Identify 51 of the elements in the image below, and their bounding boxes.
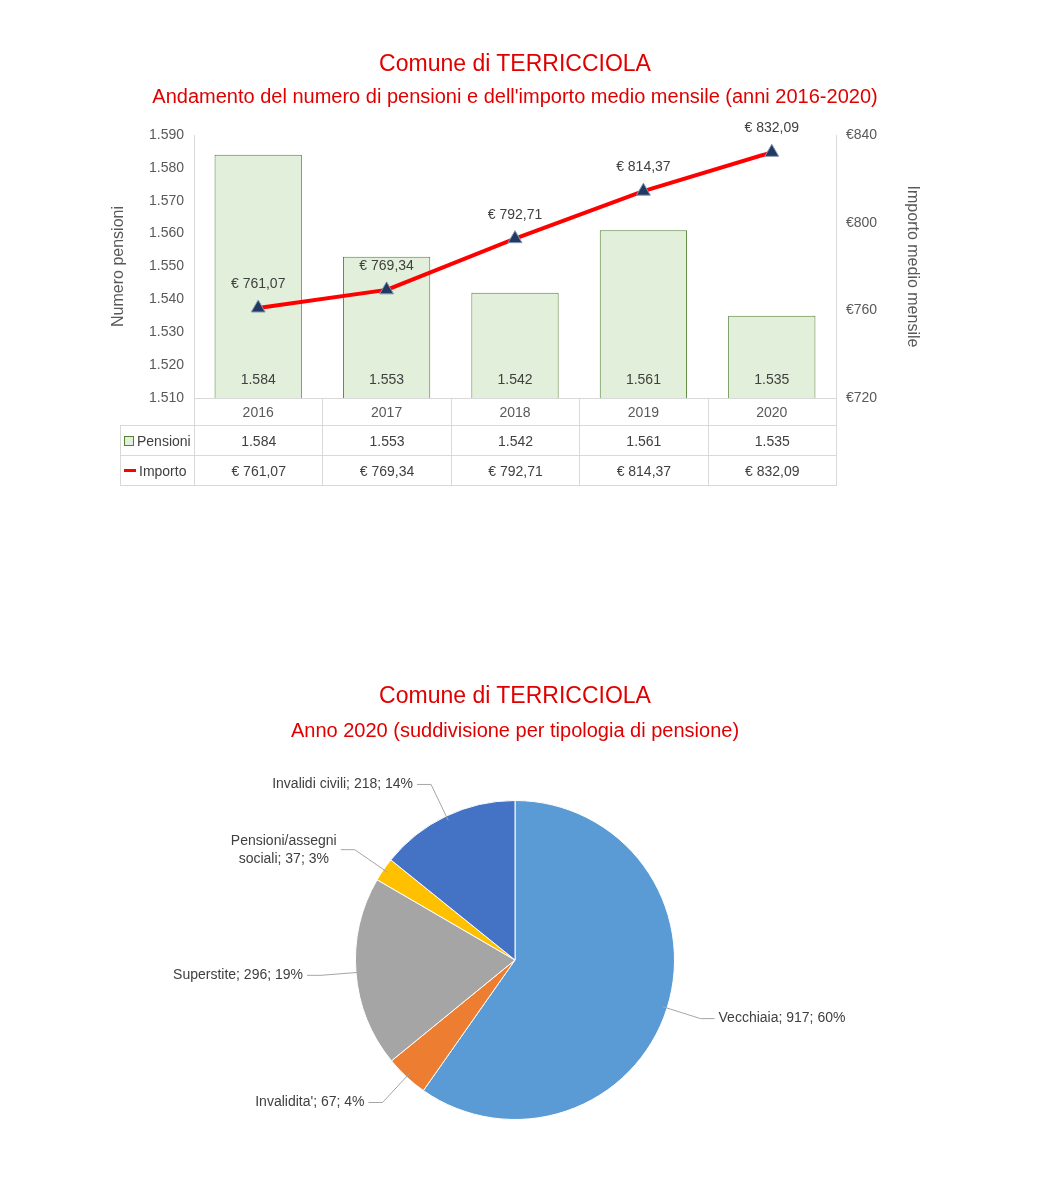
y-tick-label: 1.540 — [148, 290, 185, 307]
data-label: 1.561 — [626, 432, 662, 449]
y-tick-label: 1.590 — [148, 125, 185, 142]
chart-title: Comune di TERRICCIOLA — [379, 682, 651, 710]
text: 1.542 — [497, 370, 533, 387]
y-tick-label: 1.510 — [148, 388, 185, 405]
slice-label: Vecchiaia; 917; 60% — [718, 1009, 846, 1026]
text: € 761,07 — [230, 274, 286, 291]
y2-tick-label: €840 — [846, 125, 878, 142]
text: € 769,34 — [359, 256, 414, 273]
slice-label: Invalidita'; 67; 4% — [255, 1093, 365, 1110]
data-label: € 792,71 — [488, 462, 543, 479]
text: 1.561 — [625, 370, 661, 387]
y2-tick-label: €720 — [846, 388, 878, 405]
x-tick-label: 2016 — [242, 404, 274, 421]
data-label: € 832,09 — [745, 462, 800, 479]
y2-tick-label: €800 — [846, 213, 878, 230]
y-tick-label: 1.520 — [148, 355, 185, 372]
data-label: € 769,34 — [359, 462, 415, 479]
y2-axis-title: Importo medio mensile — [904, 185, 922, 348]
y-tick-label: 1.580 — [148, 158, 185, 175]
data-label: € 814,37 — [616, 462, 672, 479]
text: 1.553 — [369, 370, 405, 387]
x-tick-label: 2020 — [756, 404, 788, 421]
y-tick-label: 1.570 — [148, 191, 185, 208]
text: € 814,37 — [616, 158, 671, 175]
chart-subtitle: Anno 2020 (suddivisione per tipologia di pensione) — [290, 718, 740, 742]
slice-label: Pensioni/assegni sociali; 37; 3% — [230, 831, 337, 866]
text: 1.584 — [240, 370, 276, 387]
text: € 792,71 — [487, 205, 543, 222]
x-tick-label: 2019 — [627, 404, 660, 421]
slice-label: Invalidi civili; 218; 14% — [272, 775, 414, 792]
x-tick-label: 2018 — [499, 404, 531, 421]
y-tick-label: 1.560 — [148, 224, 185, 241]
text: € 832,09 — [744, 119, 800, 136]
data-label: 1.553 — [369, 432, 405, 449]
legend-label: Importo — [139, 462, 187, 479]
y-tick-label: 1.550 — [148, 257, 185, 274]
data-label: € 761,07 — [231, 462, 286, 479]
slice-label: Superstite; 296; 19% — [173, 966, 304, 983]
data-label: 1.584 — [241, 432, 277, 449]
text: 1.535 — [754, 370, 790, 387]
chart-subtitle: Andamento del numero di pensioni e dell'importo medio mensile (anni 2016-2020) — [152, 84, 878, 108]
y2-tick-label: €760 — [846, 301, 878, 318]
y-axis-title: Numero pensioni — [109, 206, 127, 327]
x-tick-label: 2017 — [371, 404, 403, 421]
chart-title: Comune di TERRICCIOLA — [379, 50, 651, 78]
data-label: 1.535 — [754, 432, 790, 449]
y-tick-label: 1.530 — [148, 323, 185, 340]
legend-label: Pensioni — [137, 432, 191, 449]
data-label: 1.542 — [497, 432, 534, 449]
